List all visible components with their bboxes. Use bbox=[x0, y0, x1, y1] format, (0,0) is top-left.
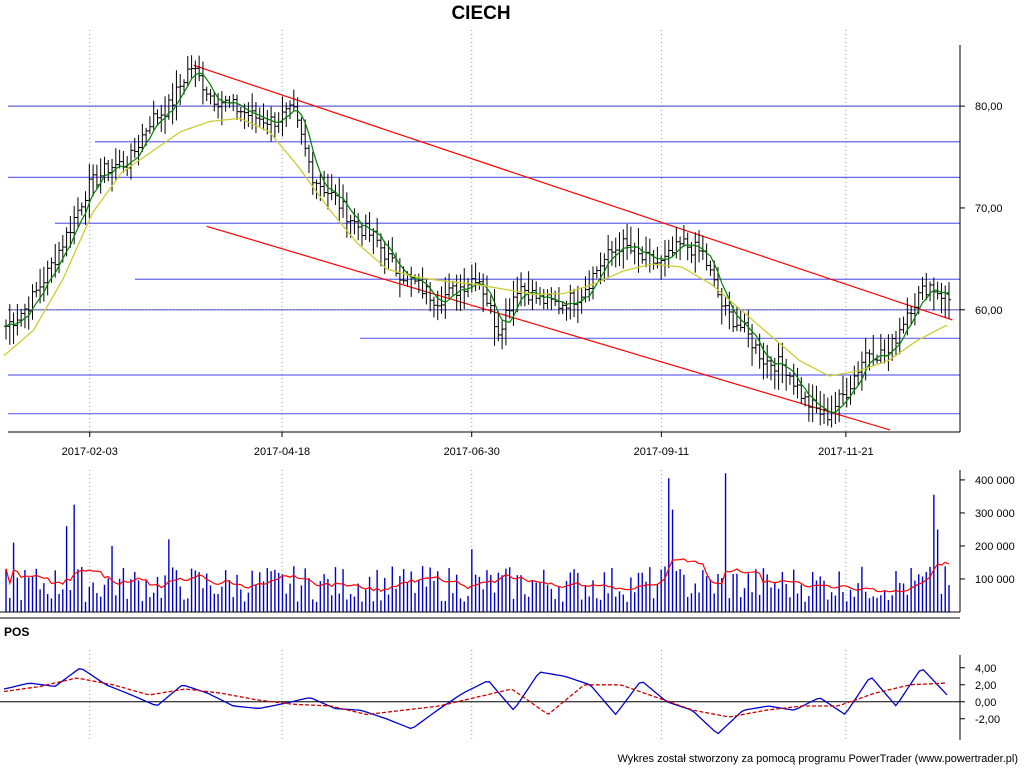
support-resistance-levels bbox=[8, 105, 960, 415]
price-panel: 2017-02-03 2017-04-18 2017-06-30 2017-09-11… bbox=[3, 30, 1003, 458]
pos-signal-line bbox=[3, 677, 948, 718]
price-y-ticks: 80,00 70,00 60,00 bbox=[960, 101, 1003, 317]
pos-label: POS bbox=[4, 625, 29, 639]
footer-credit: Wykres został stworzony za pomocą progra… bbox=[617, 753, 1018, 765]
pos-lines bbox=[0, 668, 960, 735]
pos-y-ticks: 4,00 2,00 0,00 -2,00 bbox=[960, 663, 1000, 726]
volume-y-tick-label: 400 000 bbox=[975, 475, 1015, 487]
price-x-tick-label: 2017-11-21 bbox=[818, 446, 873, 458]
volume-average-line bbox=[5, 558, 950, 593]
pos-vertical-grid bbox=[89, 650, 847, 742]
pos-y-tick-label: 2,00 bbox=[975, 680, 996, 692]
price-y-tick-label: 80,00 bbox=[975, 101, 1003, 113]
fast-moving-average bbox=[5, 72, 950, 414]
volume-bars bbox=[5, 473, 950, 612]
price-x-tick-label: 2017-09-11 bbox=[634, 446, 689, 458]
price-x-tick-label: 2017-06-30 bbox=[444, 446, 500, 458]
volume-y-tick-label: 100 000 bbox=[975, 574, 1015, 586]
price-y-tick-label: 70,00 bbox=[975, 203, 1003, 215]
volume-panel: 400 000 300 000 200 000 100 000 bbox=[0, 470, 1015, 613]
pos-y-tick-label: -2,00 bbox=[975, 714, 1000, 726]
volume-average bbox=[5, 558, 950, 593]
price-x-tick-label: 2017-02-03 bbox=[62, 446, 118, 458]
ohlc-bars bbox=[4, 55, 951, 428]
slow-moving-average bbox=[3, 117, 948, 377]
volume-y-ticks: 400 000 300 000 200 000 100 000 bbox=[960, 475, 1015, 586]
pos-line bbox=[3, 668, 948, 735]
volume-y-tick-label: 300 000 bbox=[975, 508, 1015, 520]
trend-line bbox=[206, 225, 891, 431]
trend-lines bbox=[193, 64, 953, 431]
pos-y-tick-label: 0,00 bbox=[975, 697, 996, 709]
trend-line bbox=[193, 64, 953, 321]
pos-panel: POS 4,00 2,00 0,00 -2,00 bbox=[0, 617, 1000, 742]
price-vertical-grid bbox=[89, 30, 847, 432]
price-y-tick-label: 60,00 bbox=[975, 305, 1003, 317]
chart-title: CIECH bbox=[451, 3, 510, 24]
moving-averages bbox=[3, 72, 950, 414]
pos-y-tick-label: 4,00 bbox=[975, 663, 996, 675]
price-x-tick-label: 2017-04-18 bbox=[254, 446, 310, 458]
volume-y-tick-label: 200 000 bbox=[975, 541, 1015, 553]
price-x-ticks: 2017-02-03 2017-04-18 2017-06-30 2017-09-11… bbox=[62, 432, 874, 458]
